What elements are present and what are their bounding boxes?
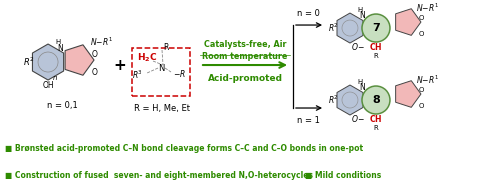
Polygon shape (396, 9, 421, 35)
Text: $R^2$: $R^2$ (23, 56, 35, 68)
Text: O: O (418, 103, 424, 109)
Circle shape (362, 86, 390, 114)
Polygon shape (396, 81, 421, 107)
Text: O: O (418, 31, 424, 37)
Text: O: O (92, 68, 98, 77)
Text: $N\!-\!R^1$: $N\!-\!R^1$ (416, 74, 440, 86)
Text: R: R (374, 53, 378, 59)
Circle shape (362, 14, 390, 42)
Text: H: H (358, 79, 362, 85)
Text: H: H (56, 39, 60, 45)
Text: 8: 8 (372, 95, 380, 105)
Text: $\mathbf{H_2C}$: $\mathbf{H_2C}$ (137, 52, 157, 64)
Text: Room temperature: Room temperature (202, 51, 288, 60)
Text: ■ Mild conditions: ■ Mild conditions (305, 170, 381, 180)
Text: $O\!-\!$: $O\!-\!$ (351, 113, 365, 123)
Polygon shape (337, 13, 363, 43)
Text: R: R (164, 43, 168, 51)
Text: O: O (418, 15, 424, 21)
Text: O: O (418, 87, 424, 93)
Text: $\mathbf{CH}$: $\mathbf{CH}$ (370, 41, 382, 51)
Text: $N\!-\!R^1$: $N\!-\!R^1$ (90, 36, 114, 48)
Text: n = 0,1: n = 0,1 (46, 101, 78, 109)
Text: Catalysts-free, Air: Catalysts-free, Air (204, 40, 286, 49)
Text: n = 0: n = 0 (296, 8, 320, 17)
Text: N: N (359, 11, 365, 20)
Text: $\mathbf{CH}$: $\mathbf{CH}$ (370, 113, 382, 123)
Text: $-R$: $-R$ (173, 68, 186, 79)
Text: Acid-promoted: Acid-promoted (208, 74, 282, 83)
Text: ■ Brønsted acid-promoted C–N bond cleavage forms C–C and C–O bonds in one-pot: ■ Brønsted acid-promoted C–N bond cleava… (5, 143, 363, 152)
Text: R = H, Me, Et: R = H, Me, Et (134, 103, 190, 113)
Text: $N\!-\!R^1$: $N\!-\!R^1$ (416, 2, 440, 14)
Text: R: R (374, 125, 378, 131)
Text: 7: 7 (372, 23, 380, 33)
Text: +: + (114, 58, 126, 73)
Polygon shape (32, 44, 64, 80)
Text: $\mathit{n}$: $\mathit{n}$ (52, 74, 58, 82)
Text: ■ Construction of fused  seven- and eight-membered N,O-heterocycles: ■ Construction of fused seven- and eight… (5, 170, 313, 180)
Text: $O\!-\!$: $O\!-\!$ (351, 41, 365, 51)
Text: $R^2$: $R^2$ (328, 22, 338, 34)
Text: O: O (92, 50, 98, 59)
Polygon shape (65, 45, 94, 75)
Text: $R^2$: $R^2$ (328, 94, 338, 106)
Text: N: N (57, 44, 63, 53)
Text: N: N (158, 64, 164, 73)
Text: $R^3$: $R^3$ (132, 69, 142, 81)
Text: OH: OH (42, 80, 54, 89)
Text: H: H (358, 7, 362, 13)
Text: N: N (359, 83, 365, 92)
Polygon shape (337, 85, 363, 115)
Text: n = 1: n = 1 (296, 116, 320, 125)
